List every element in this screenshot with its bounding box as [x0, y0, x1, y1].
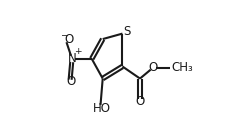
- Text: S: S: [123, 25, 131, 38]
- Text: −: −: [60, 30, 68, 39]
- Text: O: O: [65, 33, 74, 46]
- Text: CH₃: CH₃: [172, 61, 194, 74]
- Text: O: O: [135, 95, 145, 108]
- Text: +: +: [74, 47, 82, 56]
- Text: O: O: [66, 75, 76, 88]
- Text: O: O: [149, 61, 158, 74]
- Text: HO: HO: [92, 102, 111, 115]
- Text: N: N: [68, 52, 77, 65]
